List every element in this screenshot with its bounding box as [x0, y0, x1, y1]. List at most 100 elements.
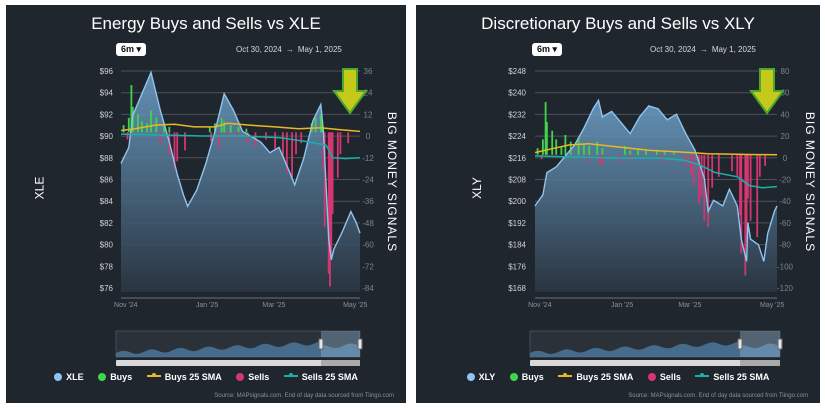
y-left-tick-label: $200 — [508, 197, 526, 206]
arrow-right-icon: → — [285, 45, 294, 54]
sell-signal-bar — [692, 154, 695, 186]
circle-icon — [236, 373, 245, 381]
navigator-scrollbar-thumb[interactable] — [320, 360, 360, 366]
legend-item-buys[interactable]: Buys — [98, 372, 132, 382]
sell-signal-bar — [323, 132, 326, 227]
sell-signal-bar — [218, 132, 220, 147]
legend-item-sells-sma[interactable]: Sells 25 SMA — [695, 372, 769, 382]
buy-signal-bar — [551, 130, 554, 155]
navigator-handle-left[interactable] — [318, 338, 324, 350]
y-right-tick-label: -40 — [779, 197, 791, 206]
sell-signal-bar — [339, 132, 342, 155]
y-left-tick-label: $184 — [508, 241, 526, 250]
y-left-tick-label: $80 — [100, 241, 114, 250]
legend-item-price[interactable]: XLY — [466, 372, 495, 382]
buy-signal-bar — [229, 125, 232, 133]
sell-signal-bar — [749, 154, 752, 221]
buy-signal-bar — [577, 137, 580, 155]
range-selector-button[interactable]: 6m ▾ — [116, 43, 147, 56]
navigator-selection[interactable] — [740, 331, 780, 357]
sell-signal-bar — [173, 132, 176, 169]
date-range: Oct 30, 2024 → May 1, 2025 — [236, 45, 346, 54]
buy-signal-bar — [321, 121, 323, 133]
legend: XLY Buys Buys 25 SMA Sells Sells 25 SMA — [416, 372, 820, 382]
sell-signal-bar — [336, 132, 339, 178]
y-right-tick-label: -12 — [362, 154, 374, 163]
buy-signal-bar — [127, 117, 130, 133]
legend-item-buys-sma[interactable]: Buys 25 SMA — [146, 372, 222, 382]
navigator-area — [530, 341, 780, 357]
y-right-tick-label: 60 — [781, 89, 790, 98]
chart-title: Energy Buys and Sells vs XLE — [91, 14, 321, 33]
sell-signal-bar — [322, 132, 325, 169]
buy-signal-bar — [137, 114, 139, 133]
discretionary-chart-panel: $248 $240 $232 $224 $216 $208 $200 $192 $184 $176… — [416, 5, 820, 403]
date-to[interactable]: May 1, 2025 — [711, 45, 756, 54]
buy-signal-bar — [130, 85, 133, 133]
y-right-tick-label: 24 — [364, 89, 373, 98]
buys-sma-line — [534, 143, 778, 156]
navigator-handle-right[interactable] — [357, 338, 363, 350]
navigator-scrollbar-thumb[interactable] — [740, 360, 780, 366]
buy-signal-bar — [569, 141, 572, 155]
y-left-tick-label: $240 — [508, 89, 526, 98]
range-label: 6m — [537, 44, 551, 54]
range-label: 6m — [121, 44, 135, 54]
sell-signal-bar — [246, 132, 249, 144]
buy-signal-bar — [542, 139, 544, 155]
date-from[interactable]: Oct 30, 2024 — [650, 45, 696, 54]
date-to[interactable]: May 1, 2025 — [297, 45, 342, 54]
y-left-tick-label: $86 — [100, 176, 114, 185]
navigator-scrollbar[interactable] — [116, 360, 360, 366]
x-tick-label: Mar '25 — [262, 302, 285, 309]
navigator-selection[interactable] — [320, 331, 360, 357]
sell-signal-bar — [210, 132, 212, 142]
circle-icon — [647, 373, 656, 381]
navigator-handle-left[interactable] — [737, 338, 743, 350]
y-right-tick-label: 12 — [364, 110, 373, 119]
y-left-tick-label: $208 — [508, 176, 526, 185]
line-icon — [558, 373, 573, 377]
chart-title: Discretionary Buys and Sells vs XLY — [481, 14, 755, 33]
legend-item-sells[interactable]: Sells — [647, 372, 681, 382]
sell-signal-bar — [176, 132, 179, 162]
y-right-tick-label: -36 — [362, 197, 374, 206]
buy-signal-bar — [596, 141, 599, 155]
navigator-scrollbar[interactable] — [530, 360, 780, 366]
source-note: Source: MAPsignals.com. End of day data … — [628, 393, 808, 399]
navigator-handle-right[interactable] — [777, 338, 783, 350]
date-from[interactable]: Oct 30, 2024 — [236, 45, 282, 54]
y-right-tick-label: -72 — [362, 262, 374, 271]
y-left-tick-label: $232 — [508, 110, 526, 119]
y-right-tick-label: -48 — [362, 219, 374, 228]
sell-signal-bar — [698, 154, 700, 205]
buy-signal-bar — [564, 135, 567, 155]
buy-signal-bar — [673, 151, 675, 155]
buy-signal-bar — [663, 150, 666, 155]
y-right-tick-label: -20 — [779, 176, 791, 185]
y-right-tick-label: 0 — [366, 132, 371, 141]
sell-signal-bar — [587, 154, 589, 162]
range-selector-button[interactable]: 6m ▾ — [532, 43, 563, 56]
y-left-tick-label: $78 — [100, 262, 114, 271]
sell-signal-bar — [731, 154, 733, 172]
buy-signal-bar — [629, 150, 632, 155]
legend-item-buys-sma[interactable]: Buys 25 SMA — [558, 372, 633, 382]
legend-item-buys[interactable]: Buys — [509, 372, 544, 382]
sell-signal-bar — [286, 132, 288, 173]
y-left-tick-label: $168 — [508, 284, 526, 293]
legend-item-sells[interactable]: Sells — [236, 372, 269, 382]
navigator-area — [116, 341, 360, 357]
legend-item-price[interactable]: XLE — [54, 372, 84, 382]
y-left-tick-label: $90 — [100, 132, 114, 141]
chevron-down-icon: ▾ — [136, 44, 142, 54]
legend-item-sells-sma[interactable]: Sells 25 SMA — [283, 372, 358, 382]
y-right-tick-label: -120 — [777, 284, 794, 293]
buy-signal-bar — [583, 143, 585, 155]
price-area — [121, 72, 360, 293]
sell-signal-bar — [184, 132, 186, 151]
y-right-tick-label: -24 — [362, 176, 374, 185]
sell-signal-bar — [764, 154, 766, 166]
date-range: Oct 30, 2024 → May 1, 2025 — [650, 45, 760, 54]
buy-signal-bar — [624, 146, 626, 155]
